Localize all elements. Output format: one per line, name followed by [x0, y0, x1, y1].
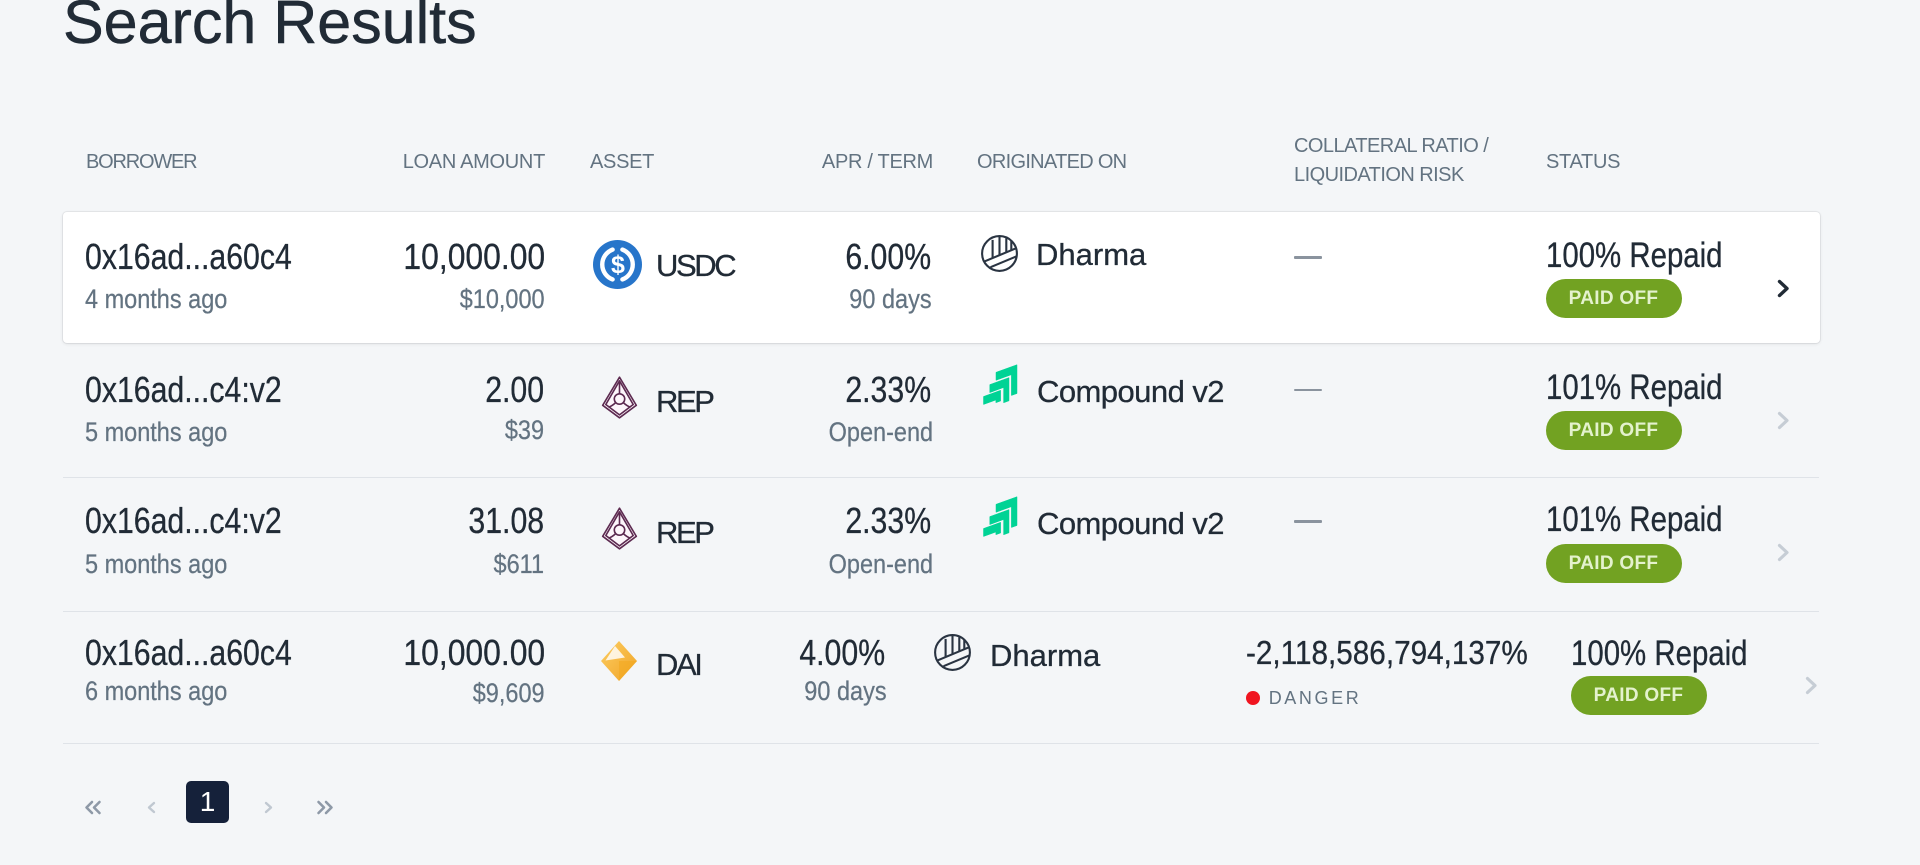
svg-text:$: $ [611, 251, 625, 279]
